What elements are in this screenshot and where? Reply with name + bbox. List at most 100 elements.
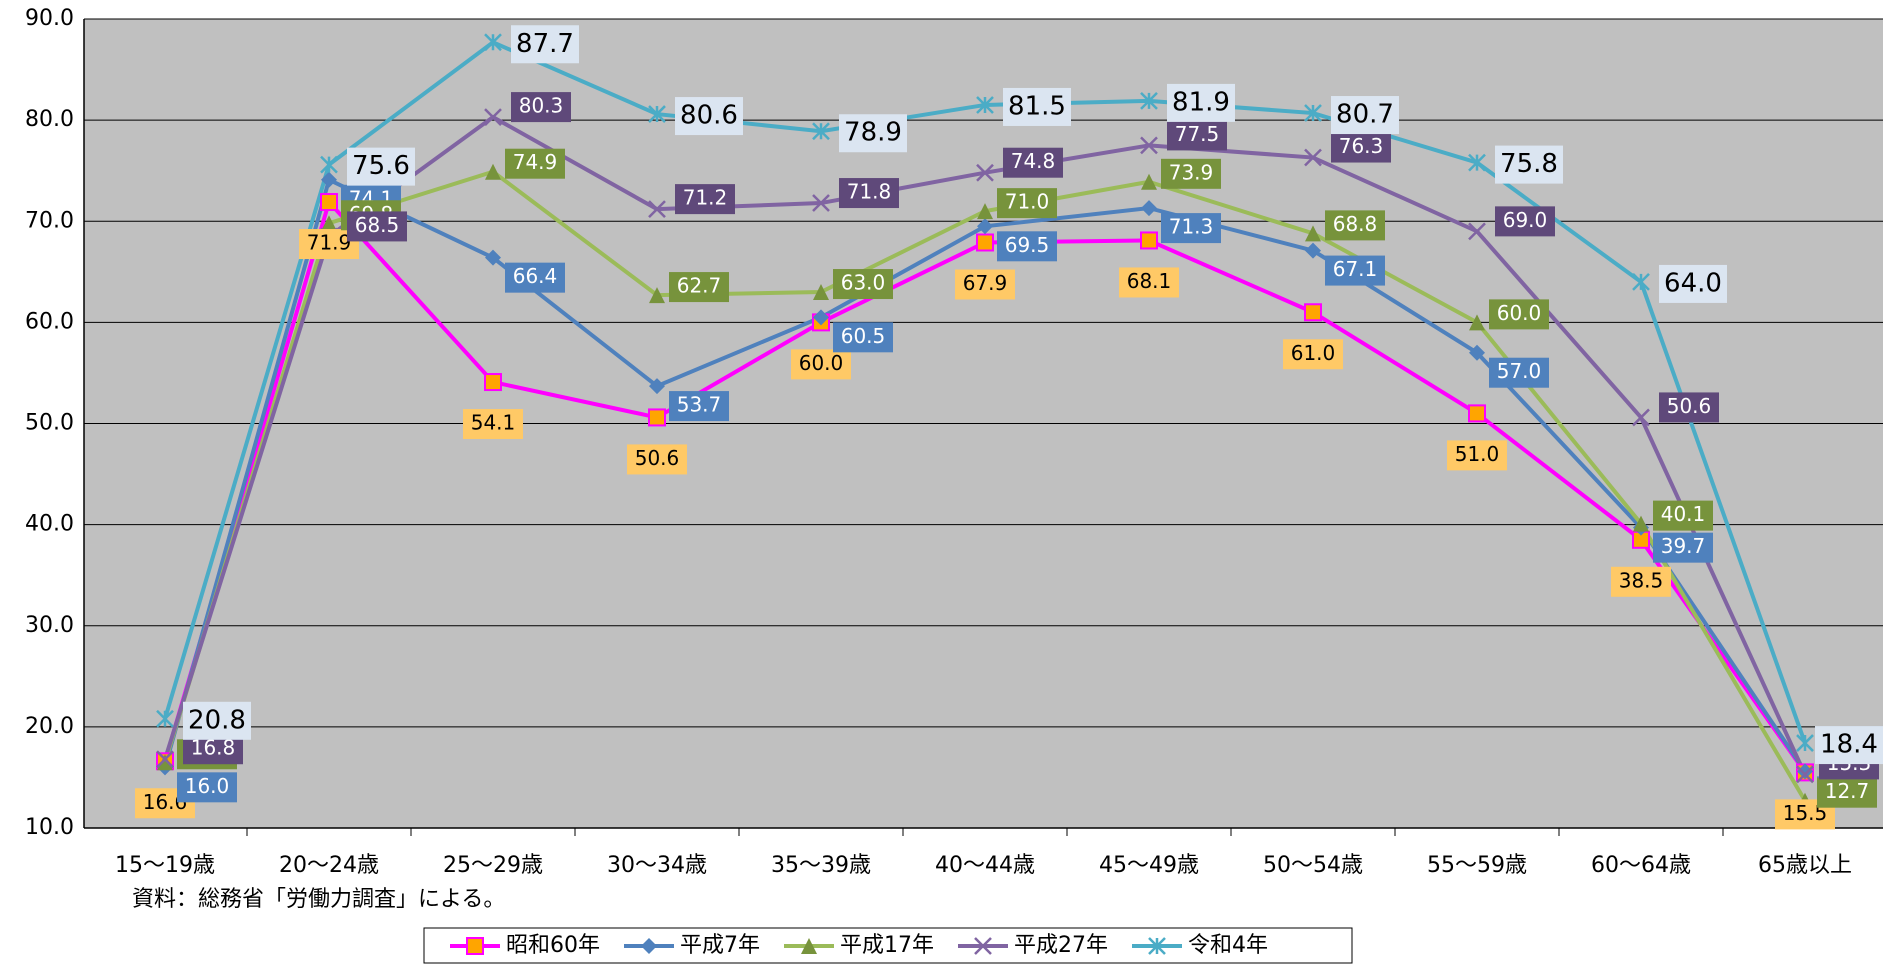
x-tick-label: 20〜24歳 (279, 853, 379, 878)
data-label: 16.0 (185, 774, 230, 798)
data-label: 61.0 (1291, 341, 1336, 365)
marker (320, 193, 338, 212)
data-label-box (1659, 264, 1727, 303)
marker (1468, 153, 1486, 172)
note: 資料：総務省「労働力調査」による。 (132, 887, 505, 912)
data-label-box (347, 211, 407, 242)
marker (466, 937, 484, 955)
data-label: 69.0 (1503, 208, 1548, 232)
marker (1796, 734, 1814, 752)
marker (976, 233, 994, 252)
data-label: 63.0 (841, 271, 886, 295)
marker (977, 203, 993, 220)
data-label: 77.5 (1175, 122, 1220, 146)
data-label: 62.7 (677, 274, 722, 298)
marker (484, 373, 502, 392)
data-label-box (839, 178, 899, 209)
data-label: 51.0 (1455, 442, 1500, 466)
marker (1796, 765, 1814, 784)
marker (976, 96, 994, 114)
data-label-box (955, 269, 1015, 300)
data-label: 40.1 (1661, 502, 1706, 526)
data-label: 81.5 (1008, 91, 1066, 121)
x-tick-label: 45〜49歳 (1099, 853, 1199, 878)
data-label-box (627, 444, 687, 475)
data-label-box (1003, 87, 1071, 126)
marker (484, 108, 502, 126)
data-label: 68.1 (1127, 269, 1172, 293)
data-label: 73.9 (1169, 160, 1214, 184)
data-label-box (1817, 777, 1877, 808)
x-tick-label: 30〜34歳 (607, 853, 707, 878)
data-label-box (1331, 132, 1391, 163)
marker (320, 155, 338, 174)
data-label-box (1495, 145, 1563, 184)
data-label-box (1003, 147, 1063, 178)
legend-label: 平成27年 (1014, 933, 1108, 958)
marker (1632, 273, 1650, 291)
marker (1140, 136, 1158, 155)
data-label: 71.2 (683, 186, 728, 210)
marker (1304, 148, 1322, 167)
marker (649, 287, 665, 304)
x-tick-label: 60〜64歳 (1591, 853, 1691, 878)
data-label-box (1119, 267, 1179, 298)
data-label-box (1167, 120, 1227, 151)
marker (977, 218, 993, 235)
data-label: 60.0 (799, 351, 844, 375)
marker (485, 163, 501, 180)
data-label-box (183, 701, 251, 740)
data-label-box (463, 409, 523, 440)
data-label-box (177, 772, 237, 803)
marker (1633, 515, 1649, 532)
marker (1304, 303, 1322, 322)
y-tick-label: 90.0 (25, 6, 74, 31)
marker (1141, 200, 1157, 217)
marker (321, 171, 337, 188)
marker (1632, 408, 1650, 427)
y-tick-label: 20.0 (25, 714, 74, 739)
data-label: 87.7 (516, 29, 574, 59)
marker (1797, 763, 1813, 780)
marker (156, 750, 174, 769)
marker (321, 215, 337, 232)
data-label-box (669, 391, 729, 422)
marker (812, 122, 830, 141)
data-label-box (1653, 532, 1713, 563)
data-label: 80.7 (1336, 100, 1394, 130)
data-label: 74.8 (1011, 149, 1056, 173)
x-tick-label: 50〜54歳 (1263, 853, 1363, 878)
data-label-box (997, 188, 1057, 219)
y-tick-label: 40.0 (25, 512, 74, 537)
data-label: 76.3 (1339, 134, 1384, 158)
data-label: 20.8 (188, 705, 246, 735)
data-label: 71.3 (1169, 215, 1214, 239)
marker (1468, 222, 1486, 241)
data-label-box (1161, 158, 1221, 189)
data-label-box (997, 231, 1057, 262)
data-label: 57.0 (1497, 359, 1542, 383)
data-label-box (833, 322, 893, 353)
data-label-box (669, 272, 729, 303)
data-label: 54.1 (471, 411, 516, 435)
marker (813, 309, 829, 326)
x-tick-label: 40〜44歳 (935, 853, 1035, 878)
data-label-box (1653, 500, 1713, 531)
y-tick-label: 30.0 (25, 613, 74, 638)
marker (1305, 242, 1321, 259)
marker (1469, 314, 1485, 331)
data-label: 71.9 (307, 231, 352, 255)
data-label-box (1167, 83, 1235, 122)
marker (1140, 231, 1158, 250)
marker (976, 163, 994, 182)
data-label-box (1611, 566, 1671, 597)
data-label-box (1283, 339, 1343, 370)
data-label: 67.9 (963, 271, 1008, 295)
marker (1140, 92, 1158, 110)
x-tick-label: 15〜19歳 (115, 853, 215, 878)
data-label-box (839, 114, 907, 153)
data-label: 78.9 (844, 118, 902, 148)
data-label-box (505, 262, 565, 293)
data-label-box (511, 92, 571, 123)
